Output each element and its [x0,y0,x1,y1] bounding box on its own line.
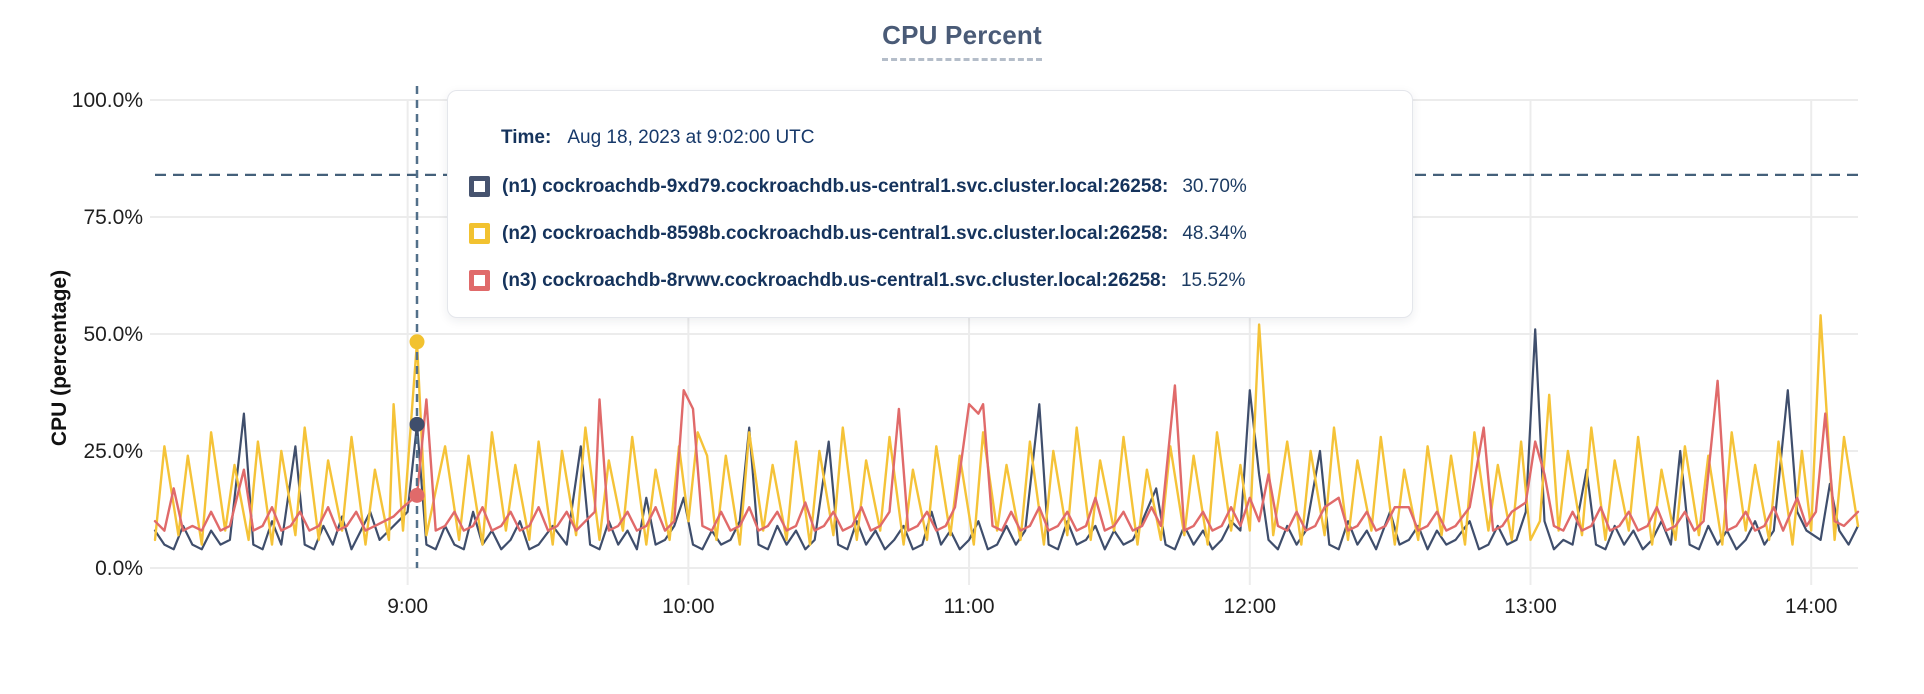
chart-title[interactable]: CPU Percent [882,20,1042,61]
series-line-n1[interactable] [153,328,1860,551]
series-swatch-icon [469,223,490,244]
series-name: (n1) cockroachdb-9xd79.cockroachdb.us-ce… [502,175,1169,197]
x-tick-label: 11:00 [944,595,995,618]
x-tick-label: 13:00 [1504,595,1557,618]
hover-dot-n2 [409,334,425,350]
series-line-n3[interactable] [153,379,1860,532]
tooltip-time-value: Aug 18, 2023 at 9:02:00 UTC [567,127,815,148]
y-tick-label: 75.0% [83,206,143,229]
y-axis-title: CPU (percentage) [48,269,71,447]
series-line-n2[interactable] [153,314,1860,546]
tooltip-legend-row-n3: (n3) cockroachdb-8rvwv.cockroachdb.us-ce… [469,257,1392,304]
hover-dot-n3 [409,487,425,503]
tooltip-legend-rows: (n1) cockroachdb-9xd79.cockroachdb.us-ce… [469,163,1392,304]
series-name: (n2) cockroachdb-8598b.cockroachdb.us-ce… [502,222,1169,244]
x-tick-label: 14:00 [1785,595,1838,618]
series-swatch-icon [469,176,490,197]
series-swatch-icon [469,270,490,291]
y-tick-label: 0.0% [95,557,143,580]
tooltip-time-label: Time: [501,127,552,148]
hover-dot-n1 [409,416,425,432]
series-value: 15.52% [1180,269,1246,291]
y-tick-label: 50.0% [83,323,143,346]
series-name: (n3) cockroachdb-8rvwv.cockroachdb.us-ce… [502,269,1167,291]
tooltip-legend-row-n2: (n2) cockroachdb-8598b.cockroachdb.us-ce… [469,210,1392,257]
chart-tooltip: Time: Aug 18, 2023 at 9:02:00 UTC (n1) c… [447,90,1413,318]
series-value: 48.34% [1182,222,1247,244]
x-tick-label: 10:00 [662,595,715,618]
x-tick-label: 12:00 [1224,595,1277,618]
x-tick-label: 9:00 [387,595,428,618]
y-tick-label: 100.0% [72,89,143,112]
series-value: 30.70% [1182,175,1247,197]
y-tick-label: 25.0% [83,440,143,463]
chart-title-wrap: CPU Percent [0,20,1924,61]
tooltip-time-row: Time: Aug 18, 2023 at 9:02:00 UTC [469,117,1392,159]
tooltip-legend-row-n1: (n1) cockroachdb-9xd79.cockroachdb.us-ce… [469,163,1392,210]
